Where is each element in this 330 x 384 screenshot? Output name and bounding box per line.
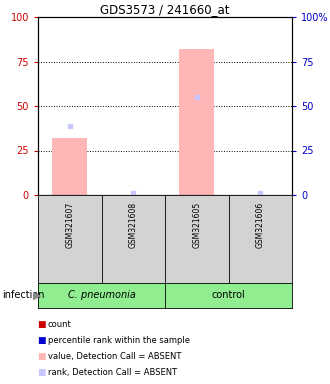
- Text: control: control: [212, 291, 246, 301]
- Text: ■: ■: [37, 336, 46, 345]
- Text: ■: ■: [37, 352, 46, 361]
- Text: count: count: [48, 320, 72, 329]
- Text: ■: ■: [37, 320, 46, 329]
- Text: GSM321608: GSM321608: [129, 202, 138, 248]
- Text: ▶: ▶: [33, 291, 42, 301]
- Text: infection: infection: [2, 291, 44, 301]
- Text: rank, Detection Call = ABSENT: rank, Detection Call = ABSENT: [48, 368, 177, 377]
- Title: GDS3573 / 241660_at: GDS3573 / 241660_at: [100, 3, 230, 16]
- Text: GSM321607: GSM321607: [65, 202, 74, 248]
- Text: GSM321605: GSM321605: [192, 202, 201, 248]
- Text: ■: ■: [37, 368, 46, 377]
- Text: value, Detection Call = ABSENT: value, Detection Call = ABSENT: [48, 352, 181, 361]
- Text: C. pneumonia: C. pneumonia: [68, 291, 135, 301]
- Text: GSM321606: GSM321606: [256, 202, 265, 248]
- Bar: [52, 138, 87, 195]
- Text: percentile rank within the sample: percentile rank within the sample: [48, 336, 190, 345]
- Bar: [179, 49, 214, 195]
